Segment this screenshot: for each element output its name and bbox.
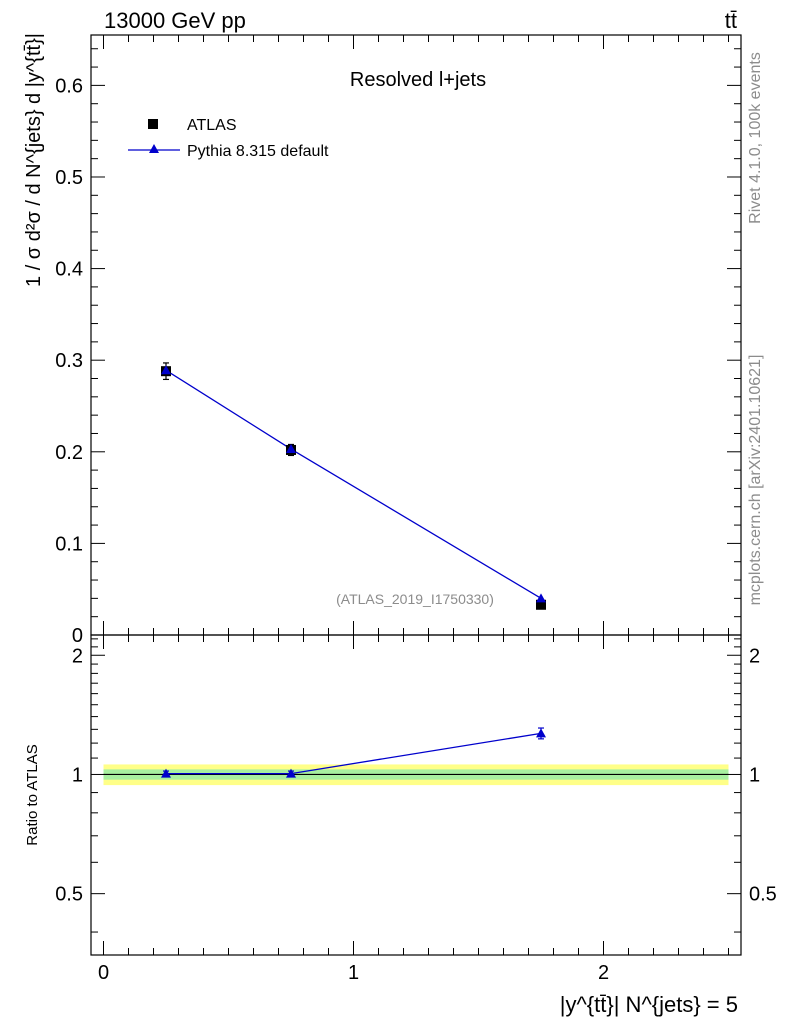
rivet-version-label: Rivet 4.1.0, 100k events xyxy=(747,52,764,224)
ratio-y-tick-label-right: 1 xyxy=(749,764,760,786)
y-tick-label: 0.4 xyxy=(55,259,83,281)
ratio-uncertainty-bands xyxy=(103,764,729,786)
ratio-panel: 0.5 0.5 1 1 2 2 0 1 2 Ratio to ATLAS xyxy=(24,634,777,984)
main-series-layer xyxy=(161,362,546,610)
y-tick-label: 0.3 xyxy=(55,350,83,372)
legend-atlas-label: ATLAS xyxy=(187,117,237,134)
y-tick-label: 0.6 xyxy=(55,75,83,97)
ratio-y-tick-label-right: 0.5 xyxy=(749,884,777,906)
x-tick-label: 0 xyxy=(98,962,109,984)
energy-label: 13000 GeV pp xyxy=(104,8,246,33)
plot-title: Resolved l+jets xyxy=(350,69,486,91)
main-axis-ticks: 0 0.1 0.2 0.3 0.4 0.5 0.6 xyxy=(55,35,741,647)
ratio-data-point xyxy=(536,728,546,738)
ratio-axis-ticks: 0.5 0.5 1 1 2 2 0 1 2 xyxy=(55,635,777,984)
ratio-y-tick-label: 0.5 xyxy=(55,884,83,906)
pythia-data-point xyxy=(161,365,171,375)
pythia-data-point xyxy=(286,444,296,454)
legend-pythia-label: Pythia 8.315 default xyxy=(187,143,329,160)
x-tick-label: 2 xyxy=(598,962,609,984)
ratio-frame xyxy=(90,634,742,956)
analysis-tag: (ATLAS_2019_I1750330) xyxy=(336,591,494,607)
y-axis-label: 1 / σ d²σ / d N^{jets} d |y^{tt̄}| xyxy=(23,33,45,287)
legend: ATLAS Pythia 8.315 default xyxy=(128,117,329,160)
main-panel: 0 0.1 0.2 0.3 0.4 0.5 0.6 Resolved l+jets (ATL… xyxy=(23,33,742,647)
ratio-y-tick-label: 2 xyxy=(72,645,83,667)
mcplots-label: mcplots.cern.ch [arXiv:2401.10621] xyxy=(747,355,764,606)
ratio-y-tick-label-right: 2 xyxy=(749,645,760,667)
process-label: tt̄ xyxy=(725,8,737,33)
y-tick-label: 0.1 xyxy=(55,533,83,555)
ratio-y-tick-label: 1 xyxy=(72,764,83,786)
pythia-series-line xyxy=(165,369,542,599)
y-tick-label: 0.2 xyxy=(55,442,83,464)
ratio-y-axis-label: Ratio to ATLAS xyxy=(24,744,41,845)
ratio-data-point xyxy=(161,768,171,778)
ratio-data-point xyxy=(286,768,296,778)
atlas-data-point xyxy=(536,599,546,610)
x-tick-label: 1 xyxy=(348,962,359,984)
legend-pythia-marker xyxy=(149,144,159,153)
x-axis-label: |y^{tt̄}| N^{jets} = 5 xyxy=(560,992,738,1017)
legend-atlas-marker xyxy=(148,119,158,129)
ratio-series-layer xyxy=(161,727,546,778)
y-tick-label: 0.5 xyxy=(55,167,83,189)
y-tick-label: 0 xyxy=(72,625,83,647)
pythia-data-point xyxy=(536,593,546,603)
